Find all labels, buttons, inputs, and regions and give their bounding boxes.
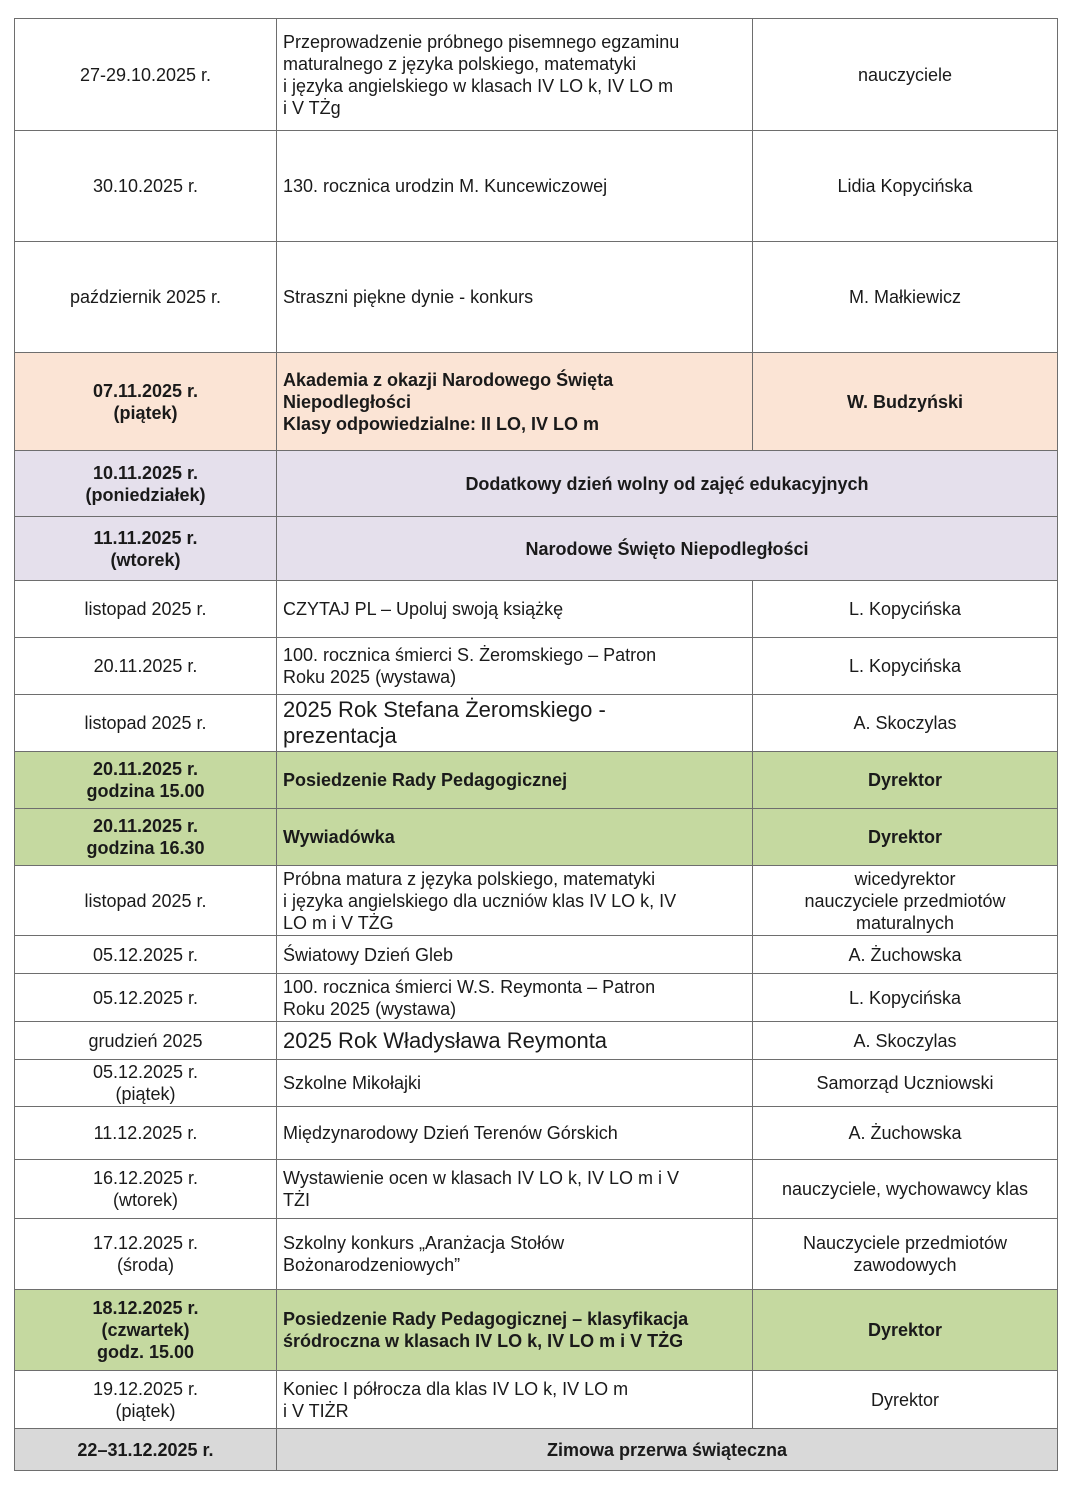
table-row: 11.11.2025 r. (wtorek) Narodowe Święto Ni… bbox=[14, 516, 1058, 581]
table-row: grudzień 2025 2025 Rok Władysława Reymont… bbox=[14, 1021, 1058, 1060]
responsible-cell: W. Budzyński bbox=[752, 352, 1058, 451]
date-cell: listopad 2025 r. bbox=[14, 865, 277, 936]
date-cell: 05.12.2025 r. bbox=[14, 973, 277, 1022]
event-cell: Szkolny konkurs „Aranżacja Stołów Bożona… bbox=[276, 1218, 753, 1290]
event-cell: 2025 Rok Władysława Reymonta bbox=[276, 1021, 753, 1060]
schedule-table: 27-29.10.2025 r. Przeprowadzenie próbnego… bbox=[14, 18, 1058, 1471]
responsible-cell: Dyrektor bbox=[752, 1289, 1058, 1371]
table-row: 05.12.2025 r. 100. rocznica śmierci W.S. … bbox=[14, 973, 1058, 1022]
table-row: październik 2025 r. Straszni piękne dynie… bbox=[14, 241, 1058, 353]
table-row: 20.11.2025 r. godzina 16.30 Wywiadówka Dyr… bbox=[14, 808, 1058, 866]
date-cell: grudzień 2025 bbox=[14, 1021, 277, 1060]
responsible-cell: nauczyciele bbox=[752, 18, 1058, 131]
date-cell: 10.11.2025 r. (poniedziałek) bbox=[14, 450, 277, 517]
date-cell: listopad 2025 r. bbox=[14, 694, 277, 752]
responsible-cell: Lidia Kopycińska bbox=[752, 130, 1058, 242]
date-cell: listopad 2025 r. bbox=[14, 580, 277, 638]
table-row: 27-29.10.2025 r. Przeprowadzenie próbnego… bbox=[14, 18, 1058, 131]
date-cell: 07.11.2025 r. (piątek) bbox=[14, 352, 277, 451]
date-cell: 17.12.2025 r. (środa) bbox=[14, 1218, 277, 1290]
event-cell: Wystawienie ocen w klasach IV LO k, IV L… bbox=[276, 1159, 753, 1219]
date-cell: 16.12.2025 r. (wtorek) bbox=[14, 1159, 277, 1219]
responsible-cell: A. Skoczylas bbox=[752, 694, 1058, 752]
responsible-cell: Dyrektor bbox=[752, 1370, 1058, 1429]
date-cell: 11.12.2025 r. bbox=[14, 1106, 277, 1160]
responsible-cell: L. Kopycińska bbox=[752, 637, 1058, 695]
table-row: listopad 2025 r. Próbna matura z języka p… bbox=[14, 865, 1058, 936]
event-cell: Światowy Dzień Gleb bbox=[276, 935, 753, 974]
event-cell: Zimowa przerwa świąteczna bbox=[276, 1428, 1058, 1471]
schedule-body: 27-29.10.2025 r. Przeprowadzenie próbnego… bbox=[14, 18, 1058, 1471]
event-cell: Próbna matura z języka polskiego, matema… bbox=[276, 865, 753, 936]
responsible-cell: Nauczyciele przedmiotów zawodowych bbox=[752, 1218, 1058, 1290]
responsible-cell: nauczyciele, wychowawcy klas bbox=[752, 1159, 1058, 1219]
date-cell: 19.12.2025 r. (piątek) bbox=[14, 1370, 277, 1429]
date-cell: 18.12.2025 r. (czwartek) godz. 15.00 bbox=[14, 1289, 277, 1371]
date-cell: 27-29.10.2025 r. bbox=[14, 18, 277, 131]
responsible-cell: Samorząd Uczniowski bbox=[752, 1059, 1058, 1107]
event-cell: Posiedzenie Rady Pedagogicznej bbox=[276, 751, 753, 809]
date-cell: 05.12.2025 r. (piątek) bbox=[14, 1059, 277, 1107]
date-cell: 05.12.2025 r. bbox=[14, 935, 277, 974]
event-cell: Akademia z okazji Narodowego Święta Niep… bbox=[276, 352, 753, 451]
table-row: 18.12.2025 r. (czwartek) godz. 15.00 Posi… bbox=[14, 1289, 1058, 1371]
table-row: 10.11.2025 r. (poniedziałek) Dodatkowy dz… bbox=[14, 450, 1058, 517]
responsible-cell: wicedyrektor nauczyciele przedmiotów mat… bbox=[752, 865, 1058, 936]
event-cell: Koniec I półrocza dla klas IV LO k, IV L… bbox=[276, 1370, 753, 1429]
table-row: 20.11.2025 r. 100. rocznica śmierci S. Że… bbox=[14, 637, 1058, 695]
responsible-cell: L. Kopycińska bbox=[752, 580, 1058, 638]
date-cell: 20.11.2025 r. godzina 15.00 bbox=[14, 751, 277, 809]
date-cell: 20.11.2025 r. godzina 16.30 bbox=[14, 808, 277, 866]
event-cell: 100. rocznica śmierci S. Żeromskiego – P… bbox=[276, 637, 753, 695]
event-cell: CZYTAJ PL – Upoluj swoją książkę bbox=[276, 580, 753, 638]
table-row: listopad 2025 r. CZYTAJ PL – Upoluj swoją… bbox=[14, 580, 1058, 638]
responsible-cell: A. Żuchowska bbox=[752, 1106, 1058, 1160]
date-cell: październik 2025 r. bbox=[14, 241, 277, 353]
event-cell: 2025 Rok Stefana Żeromskiego - prezentac… bbox=[276, 694, 753, 752]
table-row: 22–31.12.2025 r. Zimowa przerwa świąteczn… bbox=[14, 1428, 1058, 1471]
event-cell: Międzynarodowy Dzień Terenów Górskich bbox=[276, 1106, 753, 1160]
table-row: 05.12.2025 r. Światowy Dzień Gleb A. Żucho… bbox=[14, 935, 1058, 974]
responsible-cell: Dyrektor bbox=[752, 808, 1058, 866]
event-cell: 100. rocznica śmierci W.S. Reymonta – Pa… bbox=[276, 973, 753, 1022]
table-row: 19.12.2025 r. (piątek) Koniec I półrocza … bbox=[14, 1370, 1058, 1429]
event-cell: 130. rocznica urodzin M. Kuncewiczowej bbox=[276, 130, 753, 242]
table-row: listopad 2025 r. 2025 Rok Stefana Żeromsk… bbox=[14, 694, 1058, 752]
event-cell: Straszni piękne dynie - konkurs bbox=[276, 241, 753, 353]
date-cell: 30.10.2025 r. bbox=[14, 130, 277, 242]
event-cell: Wywiadówka bbox=[276, 808, 753, 866]
table-row: 30.10.2025 r. 130. rocznica urodzin M. Ku… bbox=[14, 130, 1058, 242]
table-row: 20.11.2025 r. godzina 15.00 Posiedzenie R… bbox=[14, 751, 1058, 809]
event-cell: Dodatkowy dzień wolny od zajęć edukacyjn… bbox=[276, 450, 1058, 517]
date-cell: 11.11.2025 r. (wtorek) bbox=[14, 516, 277, 581]
event-cell: Posiedzenie Rady Pedagogicznej – klasyfi… bbox=[276, 1289, 753, 1371]
responsible-cell: Dyrektor bbox=[752, 751, 1058, 809]
table-row: 05.12.2025 r. (piątek) Szkolne Mikołajki S… bbox=[14, 1059, 1058, 1107]
table-row: 11.12.2025 r. Międzynarodowy Dzień Terenó… bbox=[14, 1106, 1058, 1160]
date-cell: 20.11.2025 r. bbox=[14, 637, 277, 695]
responsible-cell: L. Kopycińska bbox=[752, 973, 1058, 1022]
table-row: 07.11.2025 r. (piątek) Akademia z okazji … bbox=[14, 352, 1058, 451]
date-cell: 22–31.12.2025 r. bbox=[14, 1428, 277, 1471]
event-cell: Narodowe Święto Niepodległości bbox=[276, 516, 1058, 581]
responsible-cell: A. Żuchowska bbox=[752, 935, 1058, 974]
event-cell: Szkolne Mikołajki bbox=[276, 1059, 753, 1107]
table-row: 16.12.2025 r. (wtorek) Wystawienie ocen w… bbox=[14, 1159, 1058, 1219]
table-row: 17.12.2025 r. (środa) Szkolny konkurs „Ar… bbox=[14, 1218, 1058, 1290]
responsible-cell: A. Skoczylas bbox=[752, 1021, 1058, 1060]
event-cell: Przeprowadzenie próbnego pisemnego egzam… bbox=[276, 18, 753, 131]
responsible-cell: M. Małkiewicz bbox=[752, 241, 1058, 353]
